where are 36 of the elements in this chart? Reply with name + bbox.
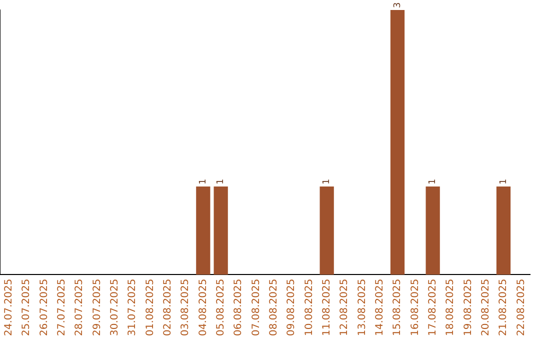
x-tick-label: 21.08.2025 (498, 278, 510, 336)
x-tick-label: 18.08.2025 (445, 278, 456, 336)
x-tick-label: 12.08.2025 (339, 278, 350, 336)
x-tick-label: 13.08.2025 (356, 278, 368, 336)
data-label: 1 (198, 178, 209, 184)
x-tick-label: 31.07.2025 (127, 278, 138, 336)
x-tick-label: 02.08.2025 (162, 278, 174, 336)
x-tick-label: 05.08.2025 (215, 278, 226, 336)
x-tick-label: 10.08.2025 (304, 278, 315, 336)
x-tick-label: 11.08.2025 (321, 278, 332, 336)
x-tick-label: 04.08.2025 (198, 278, 209, 336)
x-tick-label: 14.08.2025 (374, 278, 386, 336)
x-tick-label: 28.07.2025 (74, 278, 86, 336)
x-tick-label: 17.08.2025 (427, 278, 438, 336)
data-label: 1 (216, 178, 226, 184)
x-tick-label: 16.08.2025 (410, 278, 421, 336)
x-tick-label: 25.07.2025 (21, 278, 32, 336)
x-tick-label: 01.08.2025 (144, 278, 156, 336)
x-tick-label: 09.08.2025 (286, 278, 298, 336)
x-tick-label: 19.08.2025 (462, 278, 474, 336)
x-tick-label: 07.08.2025 (250, 278, 262, 336)
data-label: 3 (392, 2, 403, 8)
x-tick-label: 03.08.2025 (180, 278, 192, 336)
x-tick-label: 15.08.2025 (392, 278, 404, 336)
x-tick-label: 08.08.2025 (268, 278, 280, 336)
x-tick-label: 06.08.2025 (233, 278, 244, 336)
x-tick-label: 30.07.2025 (109, 278, 120, 336)
data-label: 1 (498, 178, 509, 184)
x-tick-label: 22.08.2025 (516, 278, 527, 336)
data-label: 1 (322, 178, 332, 184)
data-label: 1 (428, 178, 438, 184)
x-tick-label: 27.07.2025 (56, 278, 68, 336)
x-tick-label: 20.08.2025 (480, 278, 492, 336)
x-tick-label: 29.07.2025 (92, 278, 103, 336)
x-tick-label: 24.07.2025 (3, 278, 14, 336)
x-tick-label: 26.07.2025 (38, 278, 50, 336)
